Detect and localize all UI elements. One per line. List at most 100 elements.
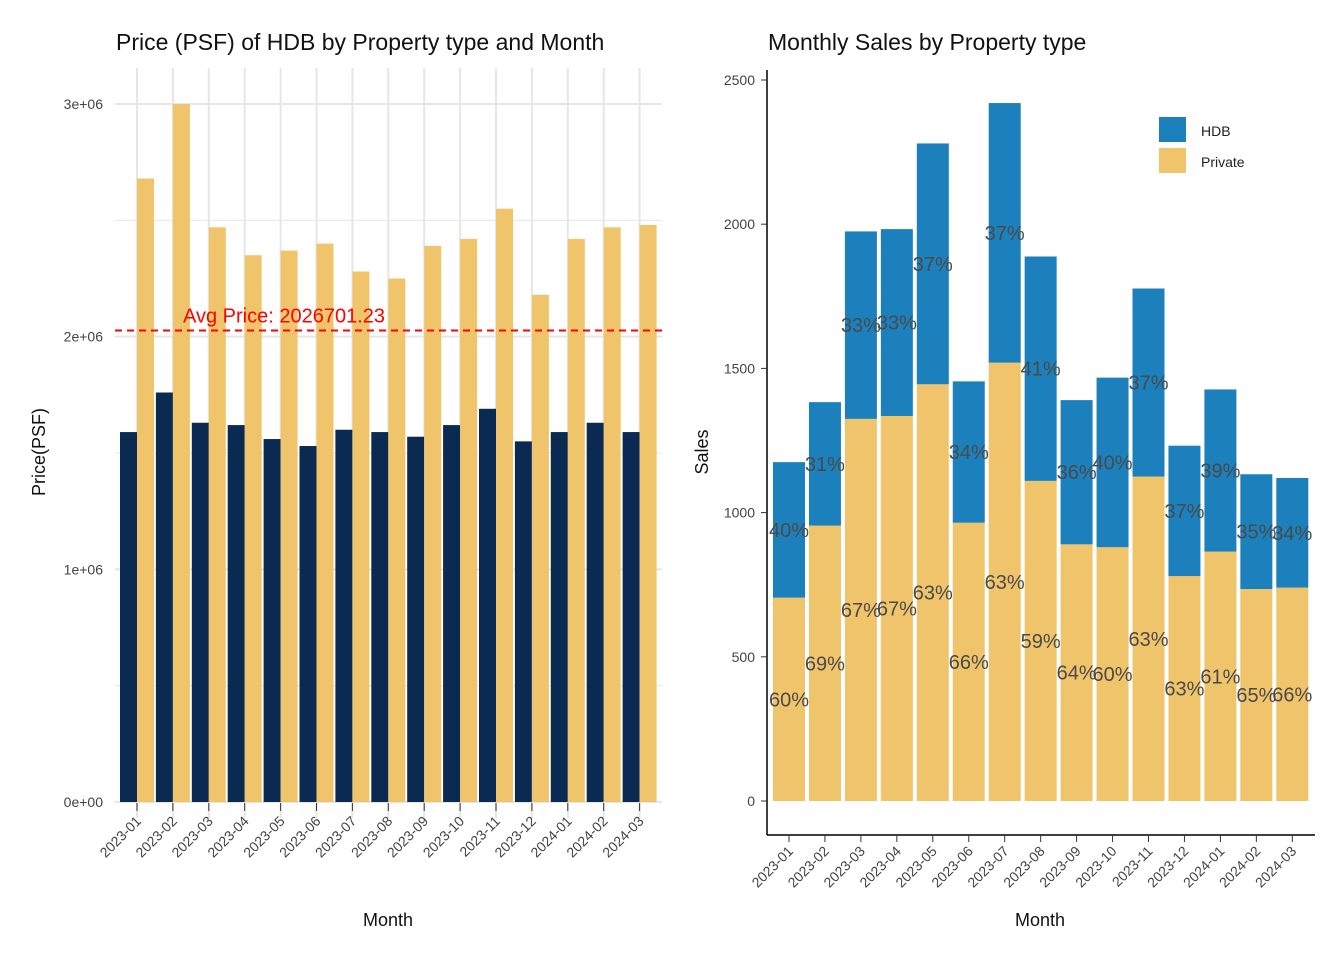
pct-label-private: 69% — [805, 653, 845, 675]
bar-hdb-price — [407, 436, 425, 802]
pct-label-hdb: 41% — [1021, 359, 1061, 381]
sales-chart-x-axis: 2023-012023-022023-032023-042023-052023-… — [748, 835, 1300, 890]
bar-hdb-price — [120, 432, 137, 802]
pct-label-hdb: 37% — [985, 223, 1025, 245]
bar-private-price — [460, 238, 478, 803]
pct-label-private: 60% — [1093, 664, 1133, 686]
bar-hdb-price — [514, 441, 532, 802]
y-tick-label: 2000 — [724, 216, 755, 232]
pct-label-private: 63% — [1128, 629, 1168, 651]
bar-private-price — [352, 271, 370, 802]
bar-hdb-price — [479, 408, 496, 802]
y-tick-label: 0e+00 — [64, 794, 104, 810]
bar-hdb-sales — [880, 229, 913, 416]
bar-private-sales — [952, 522, 985, 801]
bar-private-sales — [1024, 480, 1057, 801]
bar-hdb-sales — [1240, 474, 1273, 590]
bar-hdb-price — [622, 432, 640, 802]
y-tick-label: 0 — [747, 793, 755, 809]
sales-chart: Monthly Sales by Property type 60% 40% 69%… — [692, 29, 1315, 930]
bar-private-sales — [916, 384, 949, 801]
bar-private-sales — [808, 525, 841, 801]
bar-hdb-sales — [988, 103, 1021, 363]
pct-label-hdb: 36% — [1057, 462, 1097, 484]
sales-chart-bars — [773, 103, 1309, 801]
bar-private-sales — [1204, 551, 1237, 801]
bar-hdb-sales — [1096, 377, 1129, 548]
pct-label-hdb: 33% — [877, 313, 917, 335]
bar-private-sales — [988, 362, 1021, 801]
pct-label-hdb: 31% — [805, 454, 845, 476]
bar-hdb-sales — [1132, 288, 1165, 477]
bar-private-price — [244, 255, 262, 802]
pct-label-private: 59% — [1021, 631, 1061, 653]
price-chart-y-axis: 0e+00 1e+06 2e+06 3e+06 — [64, 96, 104, 810]
bar-hdb-price — [586, 422, 604, 802]
bar-hdb-price — [155, 392, 173, 802]
y-tick-label: 1500 — [724, 360, 755, 376]
bar-hdb-sales — [952, 381, 985, 523]
pct-label-private: 63% — [985, 572, 1025, 594]
bar-private-price — [531, 294, 549, 802]
y-tick-label: 1e+06 — [64, 561, 104, 577]
price-chart-y-title: Price(PSF) — [29, 408, 49, 496]
y-tick-label: 2e+06 — [64, 329, 104, 345]
bar-private-sales — [1096, 547, 1129, 801]
bar-private-sales — [773, 597, 805, 801]
pct-label-private: 67% — [877, 598, 917, 620]
pct-label-private: 67% — [841, 600, 881, 622]
bar-private-sales — [1276, 587, 1309, 801]
pct-label-hdb: 37% — [1128, 373, 1168, 395]
bar-private-price — [603, 227, 621, 802]
bar-hdb-price — [550, 432, 568, 802]
bar-hdb-price — [299, 446, 317, 802]
bar-hdb-price — [371, 432, 389, 802]
bar-private-sales — [1168, 576, 1201, 801]
pct-label-hdb: 33% — [841, 315, 881, 337]
pct-label-private: 63% — [1164, 679, 1204, 701]
y-tick-label: 2500 — [724, 72, 755, 88]
bar-private-price — [639, 224, 657, 802]
legend-key-private — [1159, 148, 1186, 173]
bar-hdb-price — [443, 425, 461, 802]
bar-hdb-sales — [1168, 445, 1201, 577]
pct-label-hdb: 40% — [1093, 452, 1133, 474]
price-chart-bars — [120, 104, 657, 803]
y-tick-label: 3e+06 — [64, 96, 104, 112]
bar-hdb-sales — [844, 231, 877, 419]
y-tick-label: 1000 — [724, 505, 755, 521]
pct-label-private: 61% — [1200, 666, 1240, 688]
pct-label-private: 60% — [769, 689, 809, 711]
bar-hdb-price — [191, 422, 209, 802]
legend-key-hdb — [1159, 117, 1186, 142]
bar-private-sales — [1132, 476, 1165, 801]
bar-private-price — [208, 227, 226, 802]
legend-label-hdb: HDB — [1201, 123, 1231, 139]
bar-hdb-sales — [808, 402, 841, 526]
pct-label-hdb: 39% — [1200, 460, 1240, 482]
bar-hdb-sales — [773, 462, 805, 598]
bar-hdb-price — [227, 425, 245, 802]
pct-label-hdb: 37% — [1164, 501, 1204, 523]
bar-private-price — [567, 238, 585, 803]
pct-label-private: 66% — [949, 652, 989, 674]
bar-hdb-sales — [1276, 477, 1309, 588]
bar-private-price — [137, 178, 154, 802]
bar-hdb-price — [335, 429, 353, 802]
price-chart-x-title: Month — [363, 910, 413, 930]
sales-chart-legend: HDB Private — [1159, 117, 1245, 173]
bar-private-sales — [880, 415, 913, 801]
pct-label-private: 64% — [1057, 663, 1097, 685]
price-chart-title: Price (PSF) of HDB by Property type and … — [116, 29, 604, 55]
pct-label-hdb: 37% — [913, 254, 953, 276]
pct-label-hdb: 40% — [769, 520, 809, 542]
bar-hdb-sales — [1024, 256, 1057, 481]
pct-label-private: 63% — [913, 583, 953, 605]
bar-private-price — [280, 250, 298, 802]
avg-price-label: Avg Price: 2026701.23 — [183, 305, 385, 327]
bar-private-sales — [1060, 544, 1093, 801]
price-chart-x-axis: 2023-012023-022023-032023-042023-052023-… — [96, 803, 647, 860]
sales-chart-title: Monthly Sales by Property type — [768, 29, 1086, 55]
pct-label-hdb: 34% — [1272, 523, 1312, 545]
bar-private-price — [424, 245, 442, 803]
